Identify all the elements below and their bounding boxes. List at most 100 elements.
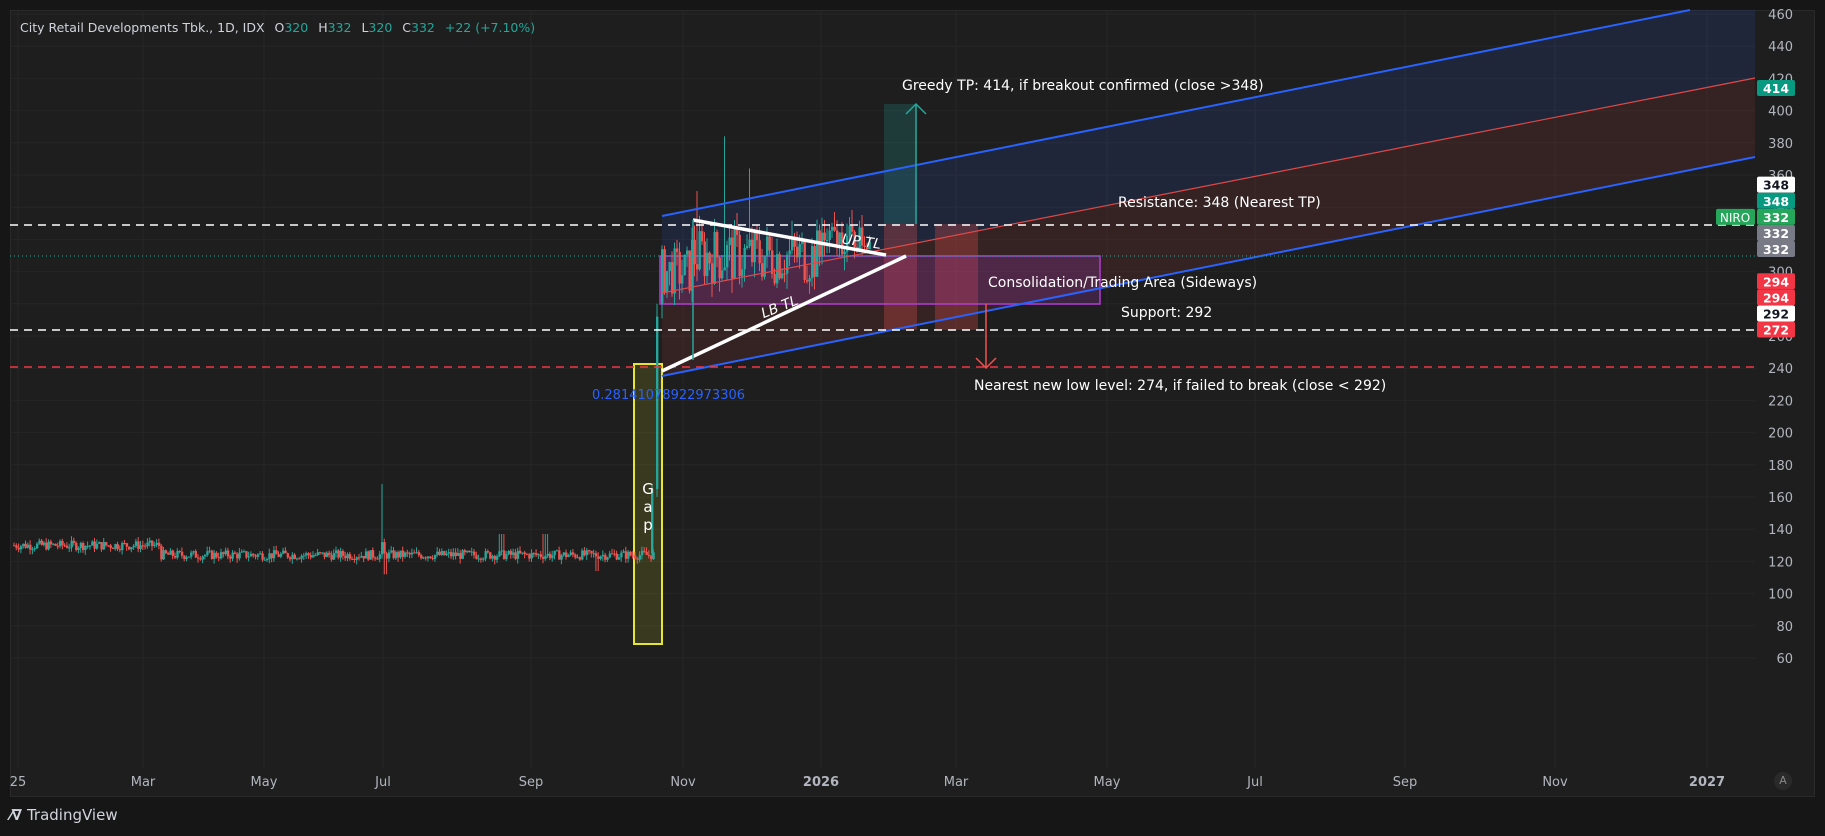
candle-body [509, 550, 513, 555]
candle-body [711, 263, 714, 284]
candle-body [721, 270, 724, 279]
candle-body [613, 553, 616, 555]
candle-body [367, 551, 370, 560]
y-tick-label: 180 [1768, 459, 1793, 474]
new-low-label: Nearest new low level: 274, if failed to… [974, 378, 1386, 394]
candle-body [392, 550, 395, 559]
candle-body [766, 236, 769, 257]
candle-body [178, 551, 181, 553]
candle-body [479, 558, 483, 560]
candle-body [606, 557, 609, 560]
candle-body [851, 225, 854, 232]
candle-body [773, 274, 776, 284]
candle-body [726, 245, 729, 268]
x-tick-label: Jul [374, 775, 391, 790]
candle-body [477, 558, 480, 560]
y-tick-label: 140 [1768, 523, 1793, 538]
candle-body [337, 550, 340, 558]
candle-body [125, 543, 129, 547]
candle-body [420, 555, 423, 559]
candle-body [408, 552, 411, 555]
candle-body [588, 550, 591, 552]
candle-body [314, 554, 317, 556]
candle-body [466, 550, 469, 553]
candle-body [381, 542, 384, 555]
candle-body [15, 545, 18, 548]
candle-body [643, 550, 646, 552]
candle-body [583, 550, 586, 556]
candle-body [615, 553, 618, 560]
auto-scale-button[interactable]: A [1774, 772, 1792, 790]
candle-body [192, 551, 195, 553]
candle-body [316, 552, 319, 555]
candle-body [671, 262, 674, 294]
change-value: +22 (+7.10%) [444, 20, 536, 35]
candle-body [107, 545, 110, 547]
candle-body [617, 557, 621, 560]
candle-body [36, 543, 39, 549]
candle-body [266, 558, 269, 560]
candle-body [410, 552, 414, 555]
candle-body [761, 263, 764, 277]
candle-body [788, 250, 791, 255]
candle-body [546, 553, 549, 556]
candle-body [401, 550, 405, 557]
price-badge-value: 332 [1763, 242, 1789, 257]
candle-body [102, 542, 106, 550]
candle-body [346, 554, 349, 559]
tradingview-logo-icon[interactable]: ⁄∇ [10, 806, 22, 824]
candle-body [240, 551, 244, 553]
candle-body [422, 557, 425, 559]
candle-body [247, 556, 250, 558]
candle-body [551, 555, 554, 559]
candle-body [254, 555, 257, 557]
candle-body [514, 552, 517, 559]
candle-body [512, 552, 515, 555]
price-badge [1757, 241, 1795, 258]
candle-body [26, 544, 30, 548]
y-tick-label: 440 [1768, 40, 1793, 55]
candle-body [318, 552, 322, 554]
stop-box [935, 224, 978, 330]
y-tick-label: 160 [1768, 491, 1793, 506]
candle-body [167, 553, 170, 555]
greedy-target-box [884, 104, 917, 224]
candle-body [604, 554, 607, 560]
candle-body [210, 550, 214, 559]
candle-body [555, 550, 559, 552]
open-label: O [274, 20, 285, 35]
candle-body [233, 552, 237, 554]
candle-body [270, 553, 273, 559]
candle-body [390, 550, 393, 553]
candle-body [220, 552, 223, 559]
candle-body [360, 555, 363, 558]
candle-body [206, 551, 209, 556]
candle-body [459, 552, 462, 559]
candle-body [841, 232, 844, 255]
candle-body [783, 273, 786, 275]
candle-body [489, 552, 492, 559]
candle-body [263, 559, 267, 561]
candle-body [558, 550, 561, 560]
brand-name[interactable]: TradingView [26, 806, 118, 824]
price-badge-value: 332 [1763, 210, 1789, 225]
candle-body [456, 552, 460, 556]
candle-body [88, 545, 92, 547]
candle-body [535, 553, 538, 555]
candle-body [139, 545, 142, 549]
candle-body [848, 225, 851, 236]
candle-body [838, 232, 841, 245]
candle-body [351, 558, 354, 560]
candle-body [236, 553, 239, 559]
candle-body [786, 254, 789, 274]
candle-body [523, 552, 526, 555]
y-tick-label: 220 [1768, 394, 1793, 409]
candle-body [753, 231, 756, 263]
median-channel-line [661, 77, 1756, 294]
candle-body [29, 544, 32, 550]
symbol-title[interactable]: City Retail Developments Tbk., 1D, IDX [20, 20, 265, 35]
candle-body [378, 554, 382, 559]
chart-frame[interactable] [10, 10, 1815, 797]
candle-body [111, 547, 115, 549]
